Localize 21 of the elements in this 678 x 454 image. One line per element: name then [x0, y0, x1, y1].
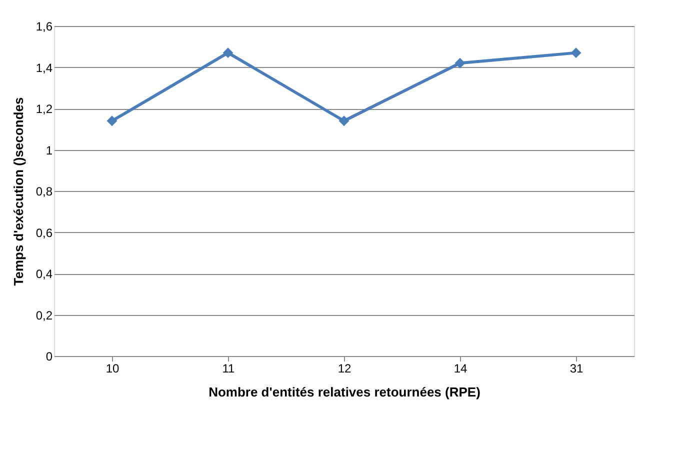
point [338, 116, 350, 126]
point [106, 116, 118, 126]
y-tick-label: 0,4 [36, 267, 53, 281]
y-tick-label: 0,8 [36, 184, 53, 198]
y-tick-label: 0 [46, 350, 53, 364]
point [570, 48, 582, 58]
y-tick-label: 1 [46, 143, 53, 158]
y-tick-label: 1,2 [36, 102, 53, 116]
point [454, 58, 466, 68]
x-axis-title: Nombre d'entités relatives retournées (RPE) [208, 384, 480, 400]
y-tick-label: 1,4 [36, 60, 53, 75]
point [222, 48, 234, 58]
x-tick-label: 10 [106, 362, 120, 376]
y-axis-title: Temps d'exécution ()secondes [10, 97, 26, 286]
x-tick-label: 31 [570, 362, 584, 376]
y-tick-label: 0,6 [36, 226, 53, 240]
x-tick-label: 11 [222, 362, 236, 376]
y-tick-label: 0,2 [36, 308, 53, 322]
y-tick-label: 1,6 [36, 20, 53, 34]
x-tick-label: 12 [338, 362, 352, 376]
x-tick-label: 14 [454, 362, 468, 376]
